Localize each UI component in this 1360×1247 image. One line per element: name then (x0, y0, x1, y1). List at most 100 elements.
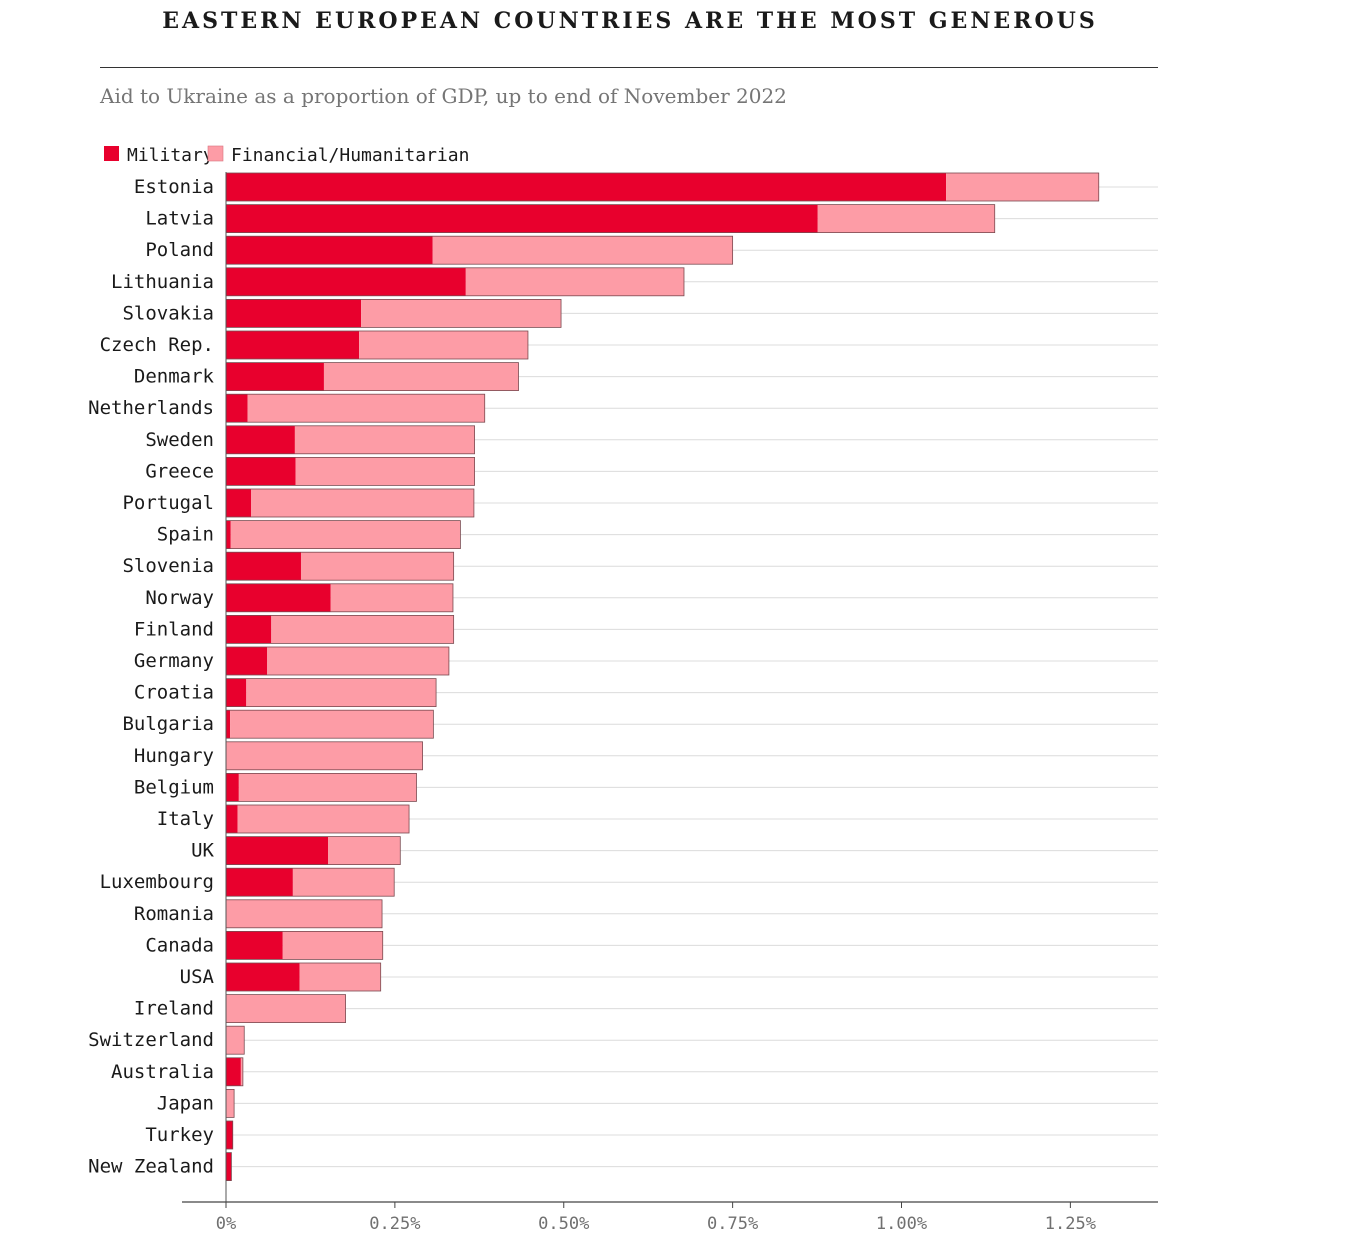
bar-military-poland (226, 236, 433, 265)
x-tick-label: 0.75% (707, 1214, 758, 1234)
category-label-luxembourg: Luxembourg (100, 871, 214, 893)
bar-military-bulgaria (226, 710, 231, 739)
bar-financial-australia (240, 1057, 243, 1086)
bar-military-sweden (226, 425, 295, 454)
category-label-denmark: Denmark (134, 366, 215, 388)
bar-military-czech-rep (226, 331, 360, 359)
bar-financial-latvia (817, 204, 995, 233)
bar-financial-finland (271, 615, 454, 644)
bar-financial-switzerland (226, 1026, 245, 1055)
bar-financial-romania (226, 899, 383, 928)
bar-financial-estonia (946, 173, 1099, 201)
bar-financial-greece (295, 457, 475, 486)
category-label-belgium: Belgium (134, 776, 214, 798)
bar-military-latvia (226, 204, 818, 233)
category-label-switzerland: Switzerland (88, 1029, 214, 1051)
category-label-ireland: Ireland (134, 998, 214, 1020)
category-label-romania: Romania (134, 903, 214, 925)
category-label-bulgaria: Bulgaria (122, 713, 214, 735)
x-tick-label: 1.25% (1045, 1214, 1096, 1234)
x-tick-label: 0% (216, 1214, 236, 1234)
bar-financial-japan (226, 1089, 235, 1118)
bar-financial-italy (237, 805, 410, 833)
bar-military-luxembourg (226, 868, 293, 897)
category-label-canada: Canada (145, 934, 214, 956)
category-label-uk: UK (191, 840, 214, 862)
category-label-new-zealand: New Zealand (88, 1156, 214, 1178)
bar-military-usa (226, 963, 300, 991)
bar-military-italy (226, 805, 238, 833)
category-label-croatia: Croatia (134, 682, 214, 704)
category-label-latvia: Latvia (145, 208, 214, 230)
x-tick-label: 1.00% (876, 1214, 927, 1234)
bar-financial-slovakia (361, 299, 562, 328)
bar-military-greece (226, 457, 296, 486)
bar-military-canada (226, 931, 283, 960)
bar-military-denmark (226, 362, 324, 391)
category-label-australia: Australia (111, 1061, 214, 1083)
bar-military-netherlands (226, 394, 248, 423)
category-label-lithuania: Lithuania (111, 271, 214, 293)
bar-financial-portugal (250, 489, 474, 517)
bar-financial-usa (299, 963, 381, 991)
category-label-slovenia: Slovenia (122, 555, 214, 577)
bar-military-croatia (226, 678, 247, 707)
legend-label-military: Military (127, 145, 214, 166)
bar-financial-belgium (238, 773, 417, 802)
bar-military-australia (226, 1057, 241, 1086)
bar-military-spain (226, 520, 231, 549)
legend-swatch-military (104, 146, 119, 161)
category-label-usa: USA (180, 966, 215, 988)
bar-financial-canada (282, 931, 383, 960)
bar-financial-ireland (226, 994, 346, 1023)
bar-military-uk (226, 836, 329, 865)
bar-military-finland (226, 615, 272, 644)
bar-financial-bulgaria (230, 710, 434, 739)
category-label-portugal: Portugal (122, 492, 214, 514)
bar-financial-luxembourg (292, 868, 395, 897)
category-label-netherlands: Netherlands (88, 397, 214, 419)
bar-financial-czech-rep (359, 331, 528, 359)
category-label-norway: Norway (145, 587, 214, 609)
bar-military-turkey (226, 1121, 233, 1149)
bar-financial-sweden (294, 425, 475, 454)
bar-financial-uk (328, 836, 401, 865)
bar-financial-denmark (323, 362, 519, 391)
bar-military-estonia (226, 173, 947, 201)
category-label-hungary: Hungary (134, 745, 214, 767)
legend-label-financial: Financial/Humanitarian (231, 145, 469, 166)
bar-financial-netherlands (247, 394, 485, 423)
bar-financial-spain (230, 520, 461, 549)
bar-financial-germany (267, 647, 449, 675)
category-label-spain: Spain (157, 524, 214, 546)
legend-swatch-financial (207, 145, 224, 162)
category-label-greece: Greece (145, 460, 214, 482)
category-label-italy: Italy (157, 808, 214, 830)
bar-military-norway (226, 583, 331, 612)
title-divider (100, 67, 1158, 68)
category-label-finland: Finland (134, 618, 214, 640)
category-label-turkey: Turkey (145, 1124, 214, 1146)
bar-military-slovakia (226, 299, 362, 328)
bar-military-slovenia (226, 552, 301, 581)
category-label-poland: Poland (145, 239, 214, 261)
bar-military-new-zealand (226, 1152, 232, 1181)
bar-military-lithuania (226, 267, 466, 296)
bar-financial-poland (432, 236, 733, 265)
category-label-sweden: Sweden (145, 429, 214, 451)
bar-financial-slovenia (300, 552, 454, 581)
category-label-japan: Japan (157, 1092, 214, 1114)
category-label-germany: Germany (134, 650, 214, 672)
bar-financial-norway (330, 583, 453, 612)
bar-financial-hungary (226, 741, 423, 770)
bar-financial-croatia (246, 678, 437, 707)
category-label-slovakia: Slovakia (122, 302, 214, 324)
chart-title: EASTERN EUROPEAN COUNTRIES ARE THE MOST … (162, 8, 1098, 34)
x-tick-label: 0.25% (369, 1214, 420, 1234)
category-label-estonia: Estonia (134, 176, 214, 198)
category-label-czech-rep: Czech Rep. (100, 334, 214, 356)
x-tick-label: 0.50% (538, 1214, 589, 1234)
bar-military-belgium (226, 773, 239, 802)
bar-financial-lithuania (465, 267, 684, 296)
